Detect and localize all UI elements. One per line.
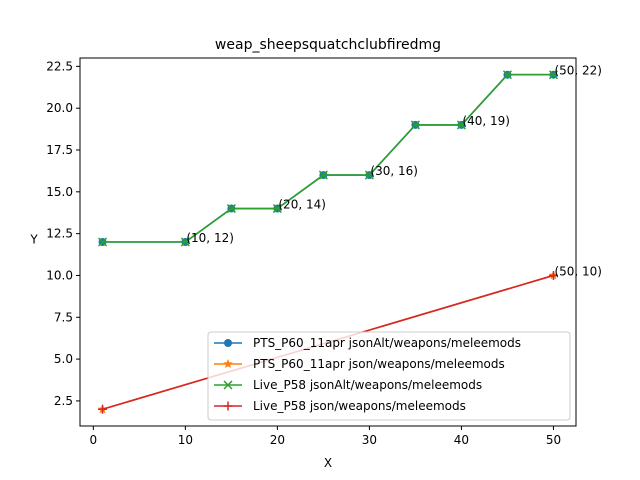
legend-label: PTS_P60_11apr jsonAlt/weapons/meleemods bbox=[253, 336, 521, 350]
legend-label: PTS_P60_11apr json/weapons/meleemods bbox=[253, 357, 505, 371]
data-point bbox=[502, 70, 512, 80]
y-tick-label: 17.5 bbox=[46, 143, 73, 157]
y-tick-label: 5.0 bbox=[54, 352, 73, 366]
data-point bbox=[364, 170, 374, 180]
legend-item: PTS_P60_11apr jsonAlt/weapons/meleemods bbox=[214, 336, 521, 350]
data-point bbox=[226, 204, 236, 214]
y-axis-label: Y bbox=[29, 233, 38, 247]
data-point bbox=[456, 120, 466, 130]
series-line bbox=[102, 73, 554, 243]
legend-item: PTS_P60_11apr json/weapons/meleemods bbox=[214, 357, 505, 371]
data-annotation: (20, 14) bbox=[278, 198, 326, 212]
y-tick-label: 22.5 bbox=[46, 59, 73, 73]
series-3 bbox=[98, 70, 558, 247]
chart-title: weap_sheepsquatchclubfiredmg bbox=[215, 37, 441, 53]
x-axis-label: X bbox=[324, 456, 332, 470]
y-tick-label: 15.0 bbox=[46, 185, 73, 199]
legend-label: Live_P58 json/weapons/meleemods bbox=[253, 399, 466, 413]
legend-marker bbox=[223, 401, 233, 411]
data-point bbox=[548, 70, 558, 80]
data-annotation: (40, 19) bbox=[462, 114, 510, 128]
y-tick-label: 12.5 bbox=[46, 227, 73, 241]
legend-marker bbox=[224, 339, 232, 347]
data-point bbox=[410, 120, 420, 130]
data-point bbox=[180, 237, 190, 247]
data-annotation: (10, 12) bbox=[186, 231, 234, 245]
series-1 bbox=[98, 70, 558, 246]
y-tick-label: 2.5 bbox=[54, 394, 73, 408]
x-tick-label: 50 bbox=[546, 433, 561, 447]
x-tick-label: 40 bbox=[454, 433, 469, 447]
legend: PTS_P60_11apr jsonAlt/weapons/meleemods P… bbox=[207, 331, 571, 421]
data-annotation: (50, 22) bbox=[554, 64, 602, 78]
legend-frame bbox=[207, 331, 571, 421]
series-line bbox=[102, 73, 554, 243]
x-tick-label: 30 bbox=[362, 433, 377, 447]
data-point bbox=[98, 237, 108, 247]
x-tick-label: 0 bbox=[90, 433, 98, 447]
data-annotation: (50, 10) bbox=[554, 264, 602, 278]
data-annotation: (30, 16) bbox=[370, 164, 418, 178]
legend-item: Live_P58 json/weapons/meleemods bbox=[214, 399, 466, 413]
data-point bbox=[98, 404, 108, 414]
legend-marker bbox=[223, 359, 233, 369]
x-tick-label: 20 bbox=[270, 433, 285, 447]
x-tick-label: 10 bbox=[178, 433, 193, 447]
y-tick-label: 10.0 bbox=[46, 268, 73, 282]
data-point bbox=[272, 204, 282, 214]
plot-area: 0 10 20 30 40 50 2.5 5.0 7.5 10.0 12.5 15.0 17.5 20.0… bbox=[46, 57, 602, 447]
axes-frame bbox=[79, 57, 577, 427]
data-point bbox=[318, 170, 328, 180]
legend-marker bbox=[223, 380, 233, 390]
legend-label: Live_P58 jsonAlt/weapons/meleemods bbox=[253, 378, 482, 392]
y-tick-label: 7.5 bbox=[54, 310, 73, 324]
y-tick-label: 20.0 bbox=[46, 101, 73, 115]
legend-item: Live_P58 jsonAlt/weapons/meleemods bbox=[214, 378, 482, 392]
data-point bbox=[548, 270, 558, 280]
